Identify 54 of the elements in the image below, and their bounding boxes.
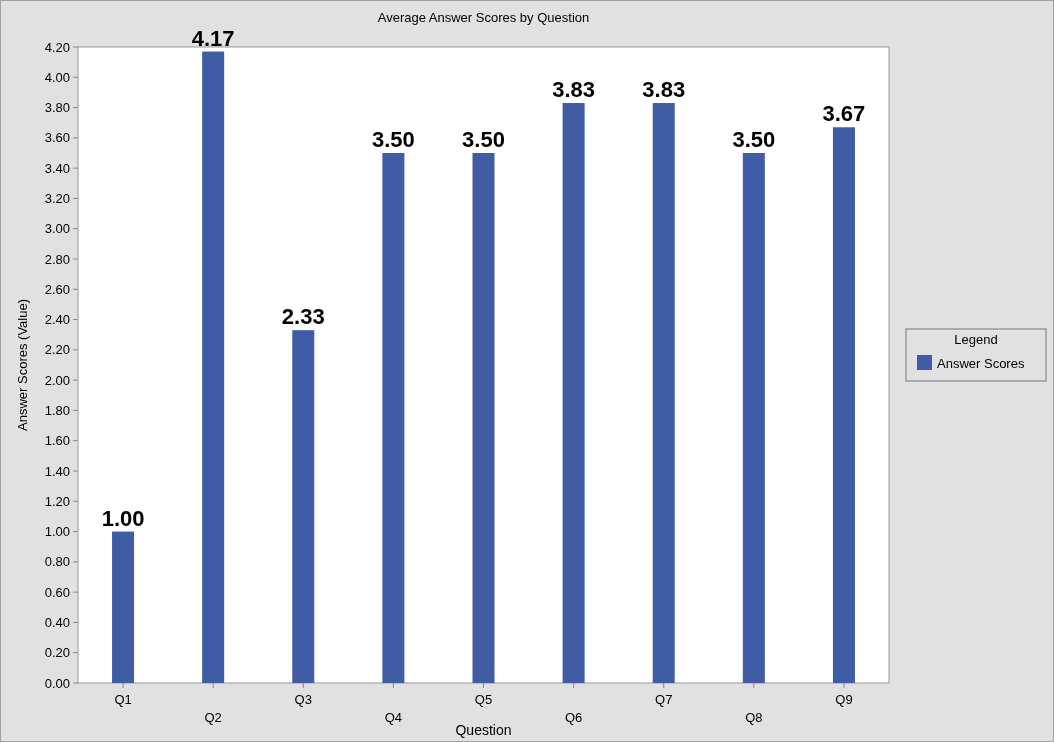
y-tick-label: 1.40 [44, 463, 70, 479]
x-tick-label: Q4 [384, 710, 403, 725]
y-tick-label: 4.20 [44, 39, 70, 55]
x-tick-label: Q6 [564, 710, 583, 725]
x-tick-label: Q3 [294, 692, 312, 707]
y-tick-label: 0.20 [44, 645, 70, 661]
bar [562, 103, 585, 683]
data-label: 3.83 [642, 77, 686, 103]
bar [832, 127, 855, 683]
y-tick-label: 3.80 [44, 100, 70, 116]
y-tick-label: 2.00 [44, 372, 70, 388]
bar [382, 153, 405, 683]
y-axis-title: Answer Scores (Value) [15, 299, 30, 431]
data-label: 3.50 [462, 127, 505, 152]
y-tick-label: 0.80 [44, 554, 70, 570]
y-tick-label: 1.60 [44, 433, 70, 449]
y-tick-label: 0.40 [44, 614, 70, 630]
y-tick-label: 3.20 [44, 190, 70, 206]
y-tick-label: 3.40 [44, 160, 70, 176]
x-tick-label: Q2 [204, 710, 222, 725]
y-tick-label: 4.00 [44, 69, 70, 85]
data-label: 1.00 [101, 505, 145, 531]
x-tick-label: Q1 [114, 692, 132, 707]
bar [112, 531, 135, 683]
y-tick-label: 1.20 [44, 493, 70, 509]
x-tick-label: Q7 [655, 692, 673, 707]
data-label: 4.17 [191, 25, 235, 51]
x-tick-label: Q9 [835, 692, 853, 707]
bar [292, 330, 315, 683]
y-tick-label: 1.00 [44, 524, 70, 540]
y-tick-label: 3.60 [44, 130, 70, 146]
y-tick-label: 2.80 [44, 251, 70, 267]
y-tick-label: 2.20 [44, 342, 70, 358]
legend-label: Answer Scores [937, 356, 1025, 371]
data-label: 3.50 [371, 127, 415, 152]
legend-title: Legend [954, 332, 998, 347]
x-axis-title: Question [455, 722, 512, 738]
data-label: 2.33 [281, 304, 325, 330]
bar [652, 103, 675, 683]
chart-title: Average Answer Scores by Question [377, 10, 590, 25]
y-tick-label: 3.00 [44, 221, 70, 237]
x-tick-label: Q5 [474, 692, 493, 707]
data-label: 3.50 [732, 127, 776, 152]
y-tick-label: 1.80 [44, 402, 70, 418]
x-tick-label: Q8 [745, 710, 763, 725]
bar [202, 51, 225, 683]
data-label: 3.83 [552, 77, 596, 103]
y-tick-label: 2.40 [44, 312, 70, 328]
bar [472, 153, 495, 683]
y-tick-label: 2.60 [44, 281, 70, 297]
y-tick-label: 0.00 [44, 675, 70, 691]
data-label: 3.67 [822, 101, 866, 127]
bar [742, 153, 765, 683]
y-tick-label: 0.60 [44, 584, 70, 600]
